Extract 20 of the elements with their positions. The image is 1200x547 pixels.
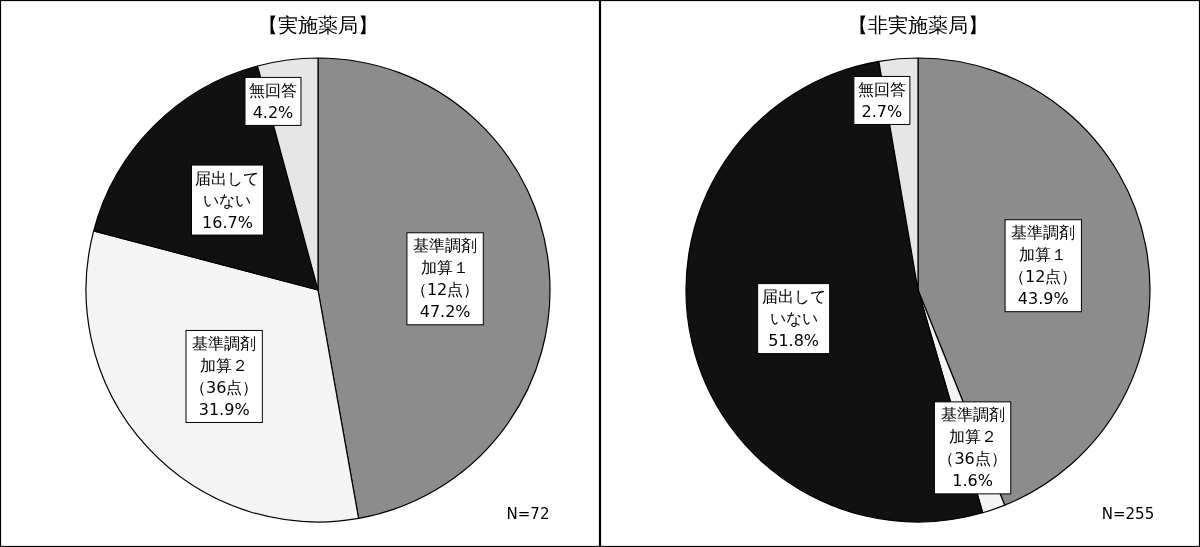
slice-label: 届出していない [761, 287, 826, 329]
text: N=255 [1101, 505, 1155, 523]
data-label: 47.2% [419, 302, 471, 322]
data-label: 51.8% [768, 331, 820, 351]
chart-title: 【実施薬局】 [258, 13, 378, 37]
slice-label: 基準調剤加算２（36点） [189, 334, 259, 398]
slice-label: 基準調剤加算２（36点） [938, 405, 1007, 469]
data-label: 31.9% [198, 400, 250, 420]
data-label: 4.2% [252, 103, 294, 123]
slice-label: 届出していない [195, 168, 260, 210]
slice-label: 無回答 [857, 80, 906, 100]
text: N=72 [506, 505, 550, 523]
data-label: 2.7% [861, 102, 903, 122]
data-label: 16.7% [202, 212, 253, 232]
data-label: 43.9% [1017, 289, 1069, 309]
chart-title: 【非実施薬局】 [848, 13, 988, 37]
data-label: 1.6% [952, 471, 993, 491]
slice-label: 無回答 [248, 81, 297, 101]
slice-label: 基準調剤加算１（12点） [410, 236, 480, 300]
slice-label: 基準調剤加算１（12点） [1009, 223, 1078, 287]
